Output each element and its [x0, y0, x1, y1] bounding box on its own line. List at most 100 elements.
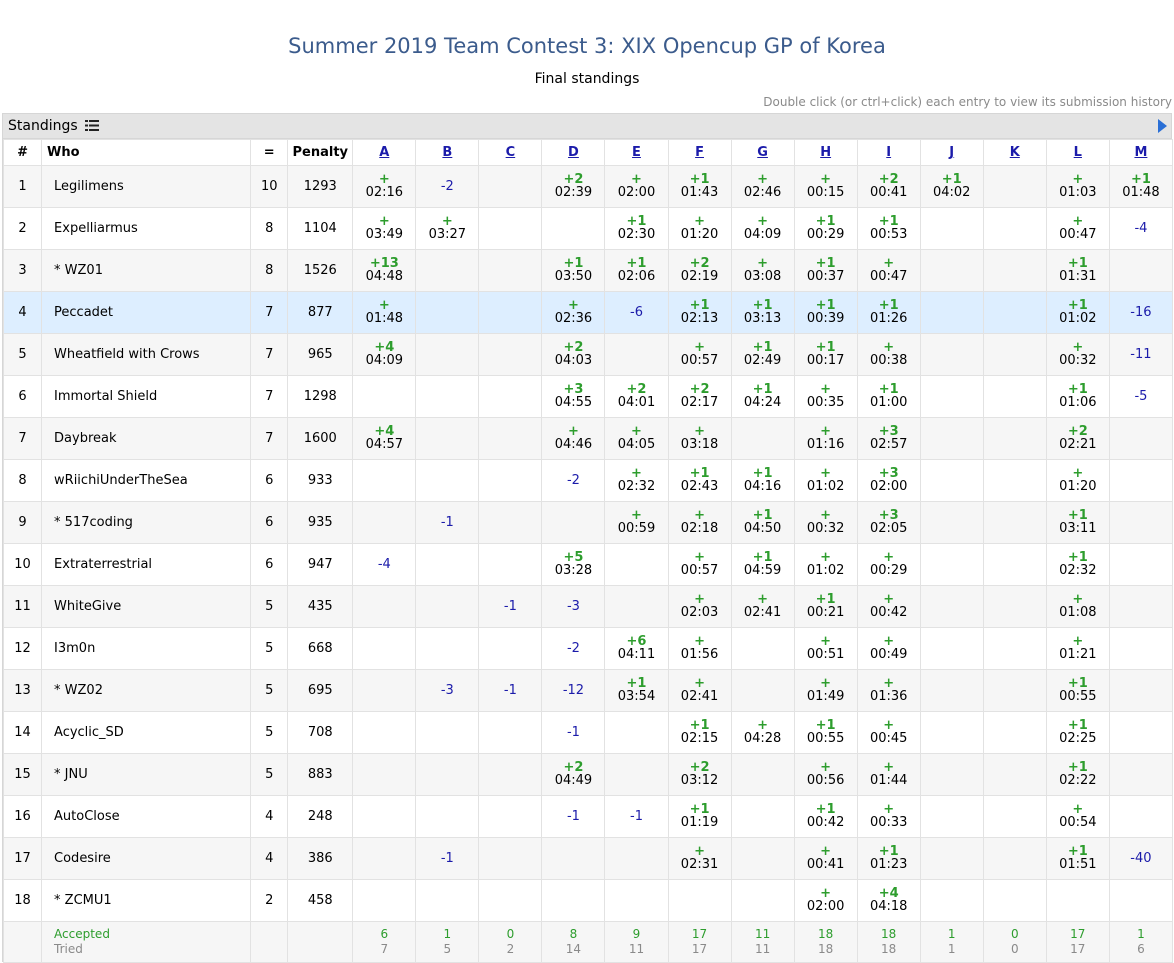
- play-icon[interactable]: [1158, 119, 1167, 133]
- problem-cell-l[interactable]: +00:54: [1045, 795, 1110, 838]
- problem-cell-e[interactable]: +6 04:11: [604, 627, 669, 670]
- problem-link-b[interactable]: B: [442, 145, 453, 160]
- problem-link-k[interactable]: K: [1009, 145, 1020, 160]
- problem-cell-i[interactable]: +00:42: [856, 585, 921, 628]
- problem-cell-d[interactable]: [541, 501, 606, 544]
- problem-cell-k[interactable]: [982, 459, 1047, 502]
- problem-cell-j[interactable]: [919, 627, 984, 670]
- table-row[interactable]: 10 Extraterrestrial 6 947 -4 +5 03:28 +00:57 +1 0…: [2, 543, 1174, 586]
- team-name[interactable]: Extraterrestrial: [41, 543, 252, 586]
- problem-cell-f[interactable]: +01:56: [667, 627, 732, 670]
- table-row[interactable]: 5 Wheatfield with Crows 7 965 +4 04:09 +2 04:03…: [2, 333, 1174, 376]
- problem-cell-j[interactable]: [919, 333, 984, 376]
- problem-cell-e[interactable]: [604, 711, 669, 754]
- problem-cell-k[interactable]: [982, 207, 1047, 250]
- problem-cell-d[interactable]: +1 03:50: [541, 249, 606, 292]
- problem-cell-h[interactable]: +00:56: [793, 753, 858, 796]
- problem-cell-g[interactable]: +1 04:59: [730, 543, 795, 586]
- problem-cell-c[interactable]: [478, 459, 543, 502]
- problem-cell-h[interactable]: +00:32: [793, 501, 858, 544]
- problem-cell-f[interactable]: +01:20: [667, 207, 732, 250]
- problem-cell-k[interactable]: [982, 249, 1047, 292]
- problem-cell-l[interactable]: +1 01:06: [1045, 375, 1110, 418]
- problem-cell-f[interactable]: +02:41: [667, 669, 732, 712]
- problem-cell-e[interactable]: +1 02:06: [604, 249, 669, 292]
- problem-cell-b[interactable]: [415, 375, 480, 418]
- problem-cell-m[interactable]: [1108, 627, 1174, 670]
- problem-cell-h[interactable]: +01:49: [793, 669, 858, 712]
- problem-cell-f[interactable]: +2 03:12: [667, 753, 732, 796]
- problem-cell-e[interactable]: -1: [604, 795, 669, 838]
- problem-cell-c[interactable]: [478, 879, 543, 922]
- problem-cell-m[interactable]: [1108, 459, 1174, 502]
- problem-cell-h[interactable]: +1 00:21: [793, 585, 858, 628]
- problem-cell-j[interactable]: [919, 291, 984, 334]
- problem-cell-d[interactable]: [541, 207, 606, 250]
- problem-cell-g[interactable]: +1 04:16: [730, 459, 795, 502]
- problem-cell-a[interactable]: [352, 585, 417, 628]
- problem-cell-m[interactable]: [1108, 543, 1174, 586]
- team-name[interactable]: Wheatfield with Crows: [41, 333, 252, 376]
- problem-cell-k[interactable]: [982, 627, 1047, 670]
- problem-cell-g[interactable]: +1 02:49: [730, 333, 795, 376]
- problem-cell-i[interactable]: +1 00:53: [856, 207, 921, 250]
- problem-cell-c[interactable]: [478, 543, 543, 586]
- problem-cell-j[interactable]: [919, 375, 984, 418]
- problem-cell-l[interactable]: +1 01:51: [1045, 837, 1110, 880]
- team-name[interactable]: * WZ01: [41, 249, 252, 292]
- problem-cell-e[interactable]: [604, 753, 669, 796]
- problem-cell-c[interactable]: [478, 837, 543, 880]
- problem-cell-g[interactable]: [730, 669, 795, 712]
- problem-cell-d[interactable]: +3 04:55: [541, 375, 606, 418]
- problem-cell-d[interactable]: +04:46: [541, 417, 606, 460]
- problem-cell-i[interactable]: +3 02:05: [856, 501, 921, 544]
- problem-cell-m[interactable]: [1108, 753, 1174, 796]
- problem-cell-m[interactable]: [1108, 501, 1174, 544]
- problem-cell-i[interactable]: +00:45: [856, 711, 921, 754]
- problem-link-g[interactable]: G: [757, 145, 768, 160]
- problem-cell-h[interactable]: +00:41: [793, 837, 858, 880]
- problem-cell-c[interactable]: [478, 165, 543, 208]
- problem-cell-c[interactable]: [478, 711, 543, 754]
- problem-cell-g[interactable]: +02:41: [730, 585, 795, 628]
- team-name[interactable]: * JNU: [41, 753, 252, 796]
- problem-cell-l[interactable]: +1 01:02: [1045, 291, 1110, 334]
- problem-cell-l[interactable]: +00:47: [1045, 207, 1110, 250]
- problem-cell-e[interactable]: [604, 837, 669, 880]
- problem-cell-a[interactable]: [352, 375, 417, 418]
- problem-cell-j[interactable]: [919, 501, 984, 544]
- problem-cell-k[interactable]: [982, 753, 1047, 796]
- problem-cell-h[interactable]: +1 00:17: [793, 333, 858, 376]
- problem-cell-d[interactable]: -1: [541, 711, 606, 754]
- problem-cell-b[interactable]: [415, 585, 480, 628]
- table-row[interactable]: 18 * ZCMU1 2 458 +02:00 +4 04:18: [2, 879, 1174, 922]
- problem-cell-k[interactable]: [982, 879, 1047, 922]
- table-row[interactable]: 2 Expelliarmus 8 1104 +03:49 +03:27 +1 02:30 +01…: [2, 207, 1174, 250]
- team-name[interactable]: wRiichiUnderTheSea: [41, 459, 252, 502]
- problem-cell-l[interactable]: +1 02:22: [1045, 753, 1110, 796]
- problem-cell-i[interactable]: +00:33: [856, 795, 921, 838]
- problem-cell-k[interactable]: [982, 375, 1047, 418]
- problem-cell-e[interactable]: [604, 879, 669, 922]
- problem-cell-d[interactable]: -1: [541, 795, 606, 838]
- problem-cell-m[interactable]: [1108, 795, 1174, 838]
- problem-cell-f[interactable]: [667, 879, 732, 922]
- table-row[interactable]: 3 * WZ01 8 1526 +13 04:48 +1 03:50 +1 02:06 +2 02:1…: [2, 249, 1174, 292]
- problem-cell-k[interactable]: [982, 585, 1047, 628]
- standings-label-wrap[interactable]: Standings: [8, 118, 100, 134]
- problem-cell-g[interactable]: [730, 879, 795, 922]
- problem-cell-j[interactable]: [919, 879, 984, 922]
- problem-cell-g[interactable]: +03:08: [730, 249, 795, 292]
- team-name[interactable]: Legilimens: [41, 165, 252, 208]
- problem-cell-f[interactable]: +02:31: [667, 837, 732, 880]
- problem-cell-d[interactable]: +2 02:39: [541, 165, 606, 208]
- problem-cell-m[interactable]: [1108, 879, 1174, 922]
- problem-cell-l[interactable]: +00:32: [1045, 333, 1110, 376]
- problem-cell-b[interactable]: [415, 795, 480, 838]
- problem-cell-g[interactable]: [730, 627, 795, 670]
- problem-cell-j[interactable]: [919, 417, 984, 460]
- problem-cell-k[interactable]: [982, 501, 1047, 544]
- problem-cell-f[interactable]: +1 02:43: [667, 459, 732, 502]
- problem-cell-b[interactable]: [415, 249, 480, 292]
- problem-cell-i[interactable]: +2 00:41: [856, 165, 921, 208]
